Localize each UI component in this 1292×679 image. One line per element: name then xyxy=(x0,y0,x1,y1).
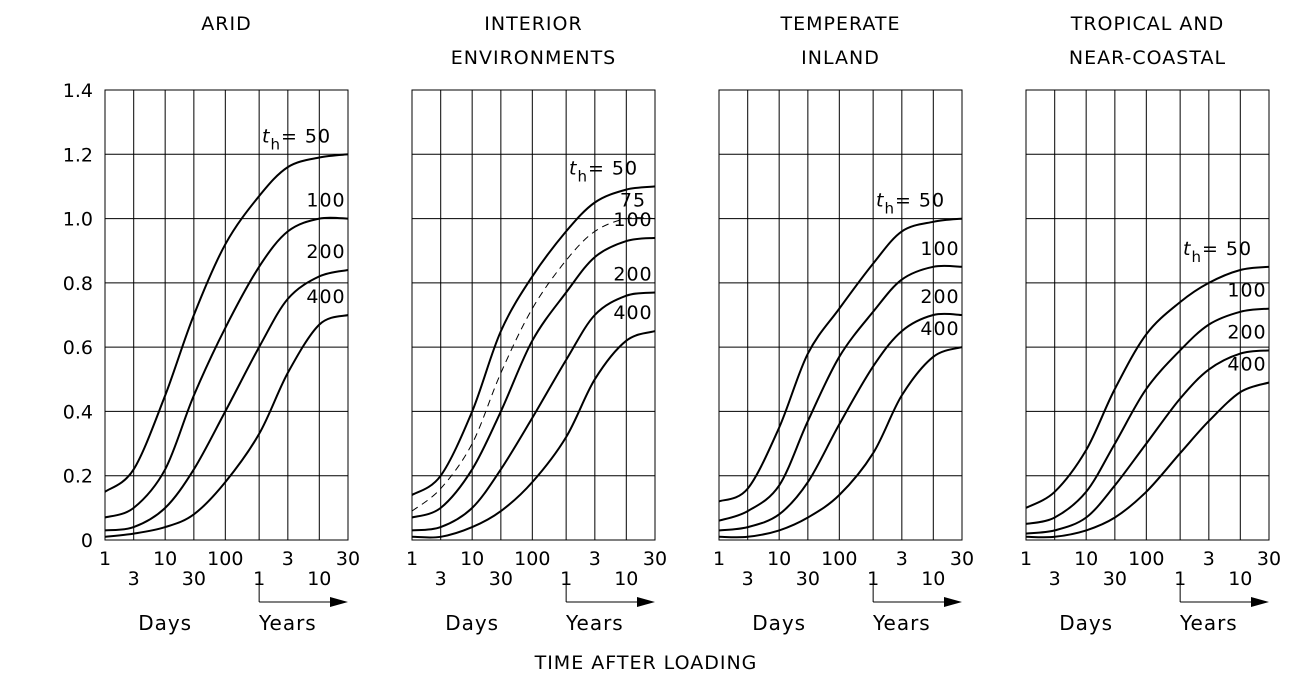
series-label-th-50: th= 50 xyxy=(569,157,638,185)
x-tick-label: 1 xyxy=(713,548,725,570)
series-label-th-50: th= 50 xyxy=(1183,238,1252,266)
x-tick-label: 1 xyxy=(99,548,111,570)
y-tick-label: 0.6 xyxy=(63,337,93,359)
y-tick-label: 1.4 xyxy=(63,80,93,102)
y-tick-label: 0 xyxy=(81,530,93,552)
x-tick-label: 10 xyxy=(921,568,945,590)
series-line-th-50 xyxy=(412,186,655,495)
panel-frame xyxy=(719,90,962,540)
x-tick-label: 1 xyxy=(1174,568,1186,590)
series-line-th-400 xyxy=(105,315,348,537)
series-label-th-50: th= 50 xyxy=(876,190,945,218)
x-tick-label: 1 xyxy=(253,568,265,590)
series-label-th-200: 200 xyxy=(613,264,652,286)
x-tick-label: 30 xyxy=(489,568,513,590)
series-line-th-200 xyxy=(719,314,962,531)
x-tick-label: 1 xyxy=(406,548,418,570)
series-label-th-100: 100 xyxy=(1227,280,1266,302)
series-label-th-100: 100 xyxy=(613,209,652,231)
y-tick-label: 1.0 xyxy=(63,209,93,231)
series-label-th-200: 200 xyxy=(1227,321,1266,343)
panel-title-line-1: ARID xyxy=(201,13,251,35)
x-tick-label: 3 xyxy=(435,568,447,590)
x-tick-label: 3 xyxy=(282,548,294,570)
x-tick-label: 1 xyxy=(867,568,879,590)
series-label-th-400: 400 xyxy=(920,318,959,340)
x-tick-label: 30 xyxy=(950,548,974,570)
x-unit-days: Days xyxy=(138,611,192,635)
x-tick-label: 30 xyxy=(1257,548,1281,570)
series-label-th-100: 100 xyxy=(306,190,345,212)
y-tick-label: 0.8 xyxy=(63,273,93,295)
x-tick-label: 10 xyxy=(614,568,638,590)
x-axis-title: TIME AFTER LOADING xyxy=(0,652,1292,674)
x-unit-days: Days xyxy=(445,611,499,635)
panel-title-line-2: INLAND xyxy=(801,47,880,69)
x-unit-years: Years xyxy=(565,611,624,635)
chart-panel-3: th= 50 xyxy=(719,90,962,607)
series-line-th-75 xyxy=(412,218,655,511)
x-tick-label: 1 xyxy=(560,568,572,590)
x-tick-label: 30 xyxy=(796,568,820,590)
series-label-th-50: th= 50 xyxy=(262,125,331,153)
series-label-th-400: 400 xyxy=(613,302,652,324)
x-tick-label: 3 xyxy=(896,548,908,570)
series-line-th-200 xyxy=(1026,350,1269,533)
x-unit-days: Days xyxy=(752,611,806,635)
panel-title-line-1: TROPICAL AND xyxy=(1070,13,1225,35)
x-tick-label: 3 xyxy=(1049,568,1061,590)
panel-title-line-1: TEMPERATE xyxy=(779,13,900,35)
years-arrow-head xyxy=(330,597,348,607)
x-tick-label: 100 xyxy=(514,548,550,570)
x-tick-label: 3 xyxy=(1203,548,1215,570)
series-label-th-200: 200 xyxy=(306,241,345,263)
x-tick-label: 30 xyxy=(182,568,206,590)
x-tick-label: 3 xyxy=(742,568,754,590)
years-arrow-head xyxy=(1251,597,1269,607)
series-line-th-50 xyxy=(719,219,962,502)
x-tick-label: 10 xyxy=(307,568,331,590)
x-tick-label: 30 xyxy=(643,548,667,570)
x-unit-years: Years xyxy=(872,611,931,635)
panel-title-line-2: ENVIRONMENTS xyxy=(451,47,616,69)
x-tick-label: 1 xyxy=(1020,548,1032,570)
series-label-th-400: 400 xyxy=(306,286,345,308)
x-tick-label: 10 xyxy=(1074,548,1098,570)
x-tick-label: 10 xyxy=(153,548,177,570)
x-tick-label: 100 xyxy=(1128,548,1164,570)
x-tick-label: 10 xyxy=(1228,568,1252,590)
x-tick-label: 10 xyxy=(767,548,791,570)
series-label-th-200: 200 xyxy=(920,286,959,308)
years-arrow-head xyxy=(944,597,962,607)
panel-frame xyxy=(105,90,348,540)
x-tick-label: 3 xyxy=(128,568,140,590)
x-unit-years: Years xyxy=(258,611,317,635)
x-unit-days: Days xyxy=(1059,611,1113,635)
x-tick-label: 30 xyxy=(336,548,360,570)
chart-panel-1: th= 50 xyxy=(105,90,348,607)
x-tick-label: 10 xyxy=(460,548,484,570)
series-line-th-400 xyxy=(719,347,962,537)
x-tick-label: 100 xyxy=(207,548,243,570)
chart-panel-4: th= 50 xyxy=(1026,90,1269,607)
panel-title-line-2: NEAR-COASTAL xyxy=(1069,47,1226,69)
series-line-th-200 xyxy=(105,270,348,530)
x-tick-label: 100 xyxy=(821,548,857,570)
x-tick-label: 30 xyxy=(1103,568,1127,590)
y-tick-label: 0.2 xyxy=(63,466,93,488)
series-label-th-400: 400 xyxy=(1227,354,1266,376)
y-tick-label: 0.4 xyxy=(63,401,93,423)
y-tick-label: 1.2 xyxy=(63,144,93,166)
x-unit-years: Years xyxy=(1179,611,1238,635)
chart-panel-2: th= 50 xyxy=(412,90,655,607)
series-line-th-400 xyxy=(412,331,655,537)
x-tick-label: 3 xyxy=(589,548,601,570)
panel-title-line-1: INTERIOR xyxy=(484,13,582,35)
series-label-th-100: 100 xyxy=(920,238,959,260)
years-arrow-head xyxy=(637,597,655,607)
